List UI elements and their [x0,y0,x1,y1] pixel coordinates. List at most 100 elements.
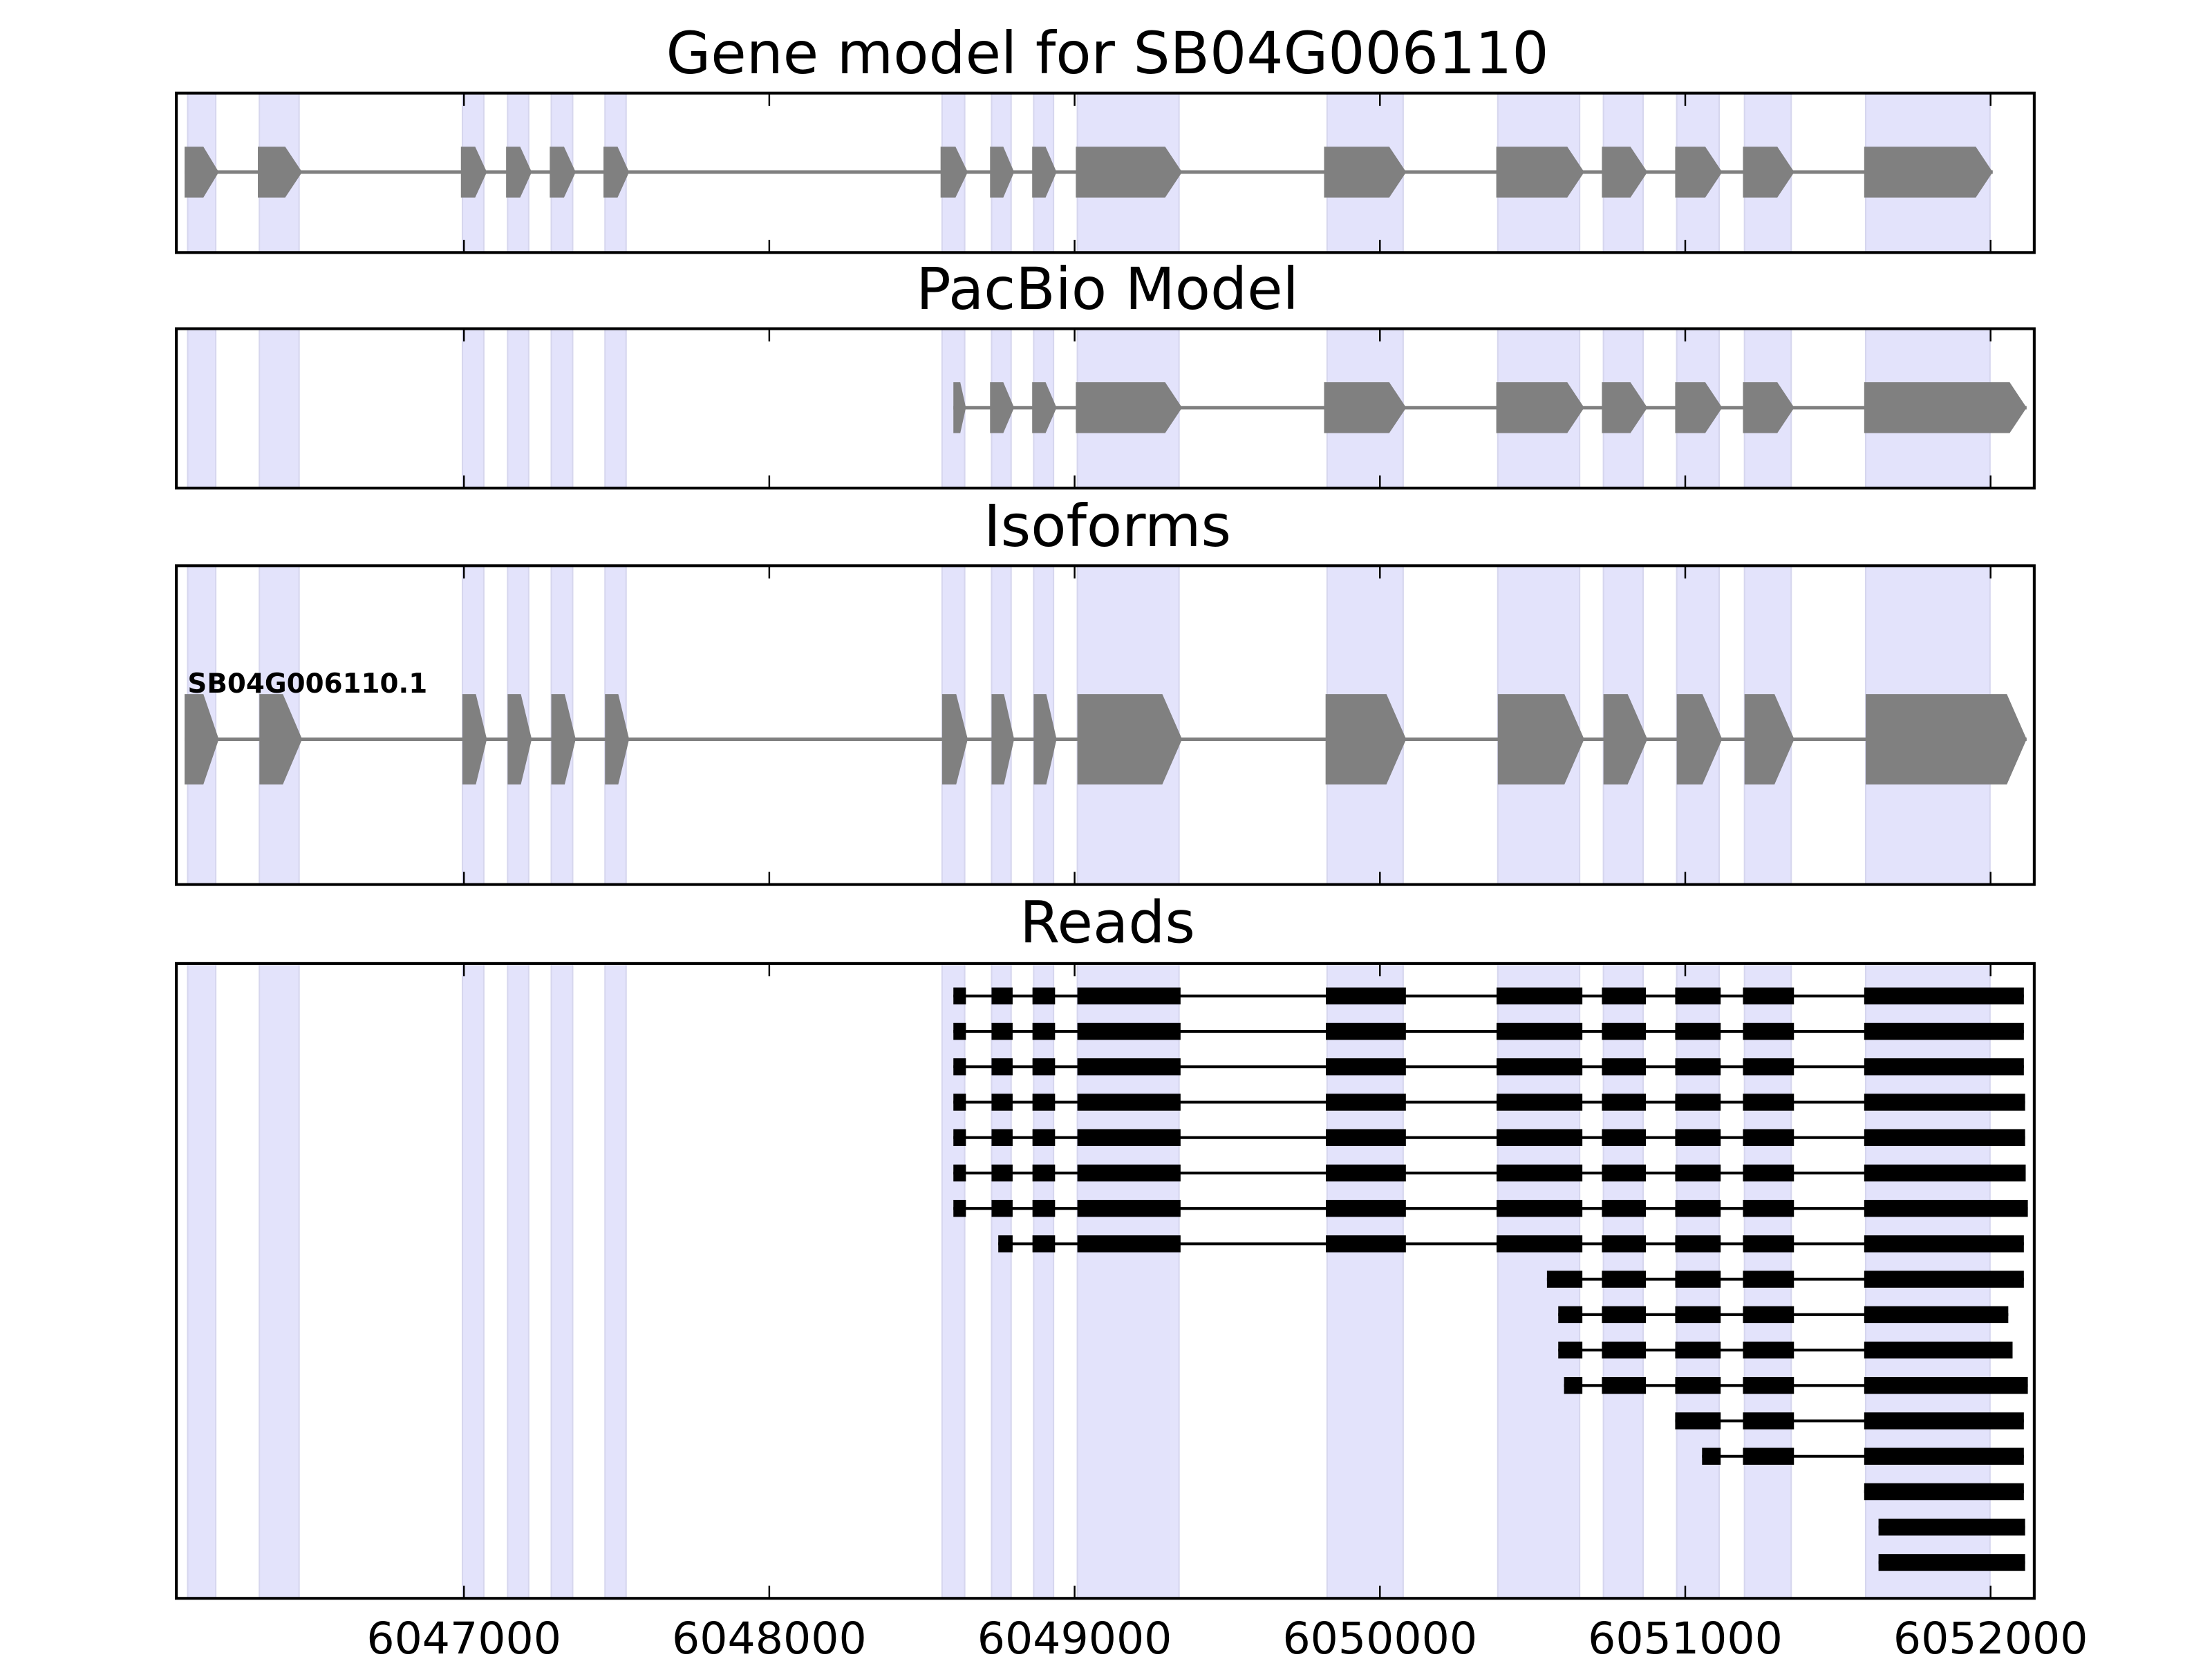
read-block [1743,1094,1794,1111]
exon [1496,147,1584,198]
read [953,1094,2025,1111]
read-block [1702,1447,1721,1465]
read-block [1032,1164,1056,1182]
read [1546,1271,2024,1288]
read-block [991,1199,1013,1217]
exon [603,147,630,198]
exon [506,147,532,198]
read [1702,1447,2024,1465]
read-block [1675,987,1721,1005]
read [953,1022,2024,1040]
read-block [1602,1164,1647,1182]
read [953,987,2024,1005]
read-block [1558,1341,1583,1359]
read [1558,1341,2013,1359]
exon [1743,382,1794,433]
read-block [1743,1164,1794,1182]
read-block [1326,1094,1406,1111]
panel-title-isoforms: Isoforms [984,492,1231,560]
read-block [1077,1235,1181,1253]
read-block [1864,1022,2024,1040]
read-block [1864,1412,2024,1430]
exon [1497,694,1584,785]
read-block [1743,987,1794,1005]
read-block [1602,1377,1647,1394]
exon [258,147,303,198]
exon [551,694,576,785]
shaded-exon-region [604,962,627,1600]
read-block [1602,987,1647,1005]
read-block [1564,1377,1583,1394]
exon [941,694,968,785]
exon [605,694,630,785]
exon [259,694,303,785]
read-block [953,1022,966,1040]
exon [940,147,968,198]
exon [1675,382,1723,433]
read-block [1675,1377,1721,1394]
read-block [1497,1094,1583,1111]
read-block [1743,1129,1794,1146]
read-block [1077,1058,1181,1076]
exon [1324,382,1407,433]
read-block [1497,1199,1583,1217]
read [1878,1518,2025,1536]
axes-frame [175,564,2036,886]
read-block [1326,1129,1406,1146]
read-block [1675,1235,1721,1253]
panel-1 [175,327,2036,490]
exon [1033,694,1057,785]
read-block [1675,1412,1721,1430]
read-block [1497,1022,1583,1040]
read-block [1864,987,2024,1005]
read-block [1326,1022,1406,1040]
exon [1077,694,1183,785]
exon [507,694,532,785]
exon [1602,147,1648,198]
exon [460,147,487,198]
read-block [1743,1271,1794,1288]
read-block [1032,1235,1056,1253]
read-block [1864,1199,2028,1217]
read [1675,1412,2024,1430]
read-block [1326,1235,1406,1253]
read-block [1675,1341,1721,1359]
read-block [1864,1235,2024,1253]
read-block [1032,1022,1056,1040]
shaded-exon-region [507,328,529,489]
axes-frame [175,327,2036,490]
read-block [1864,1058,2024,1076]
exon [1076,147,1183,198]
read-block [1077,1129,1181,1146]
read-block [991,1022,1013,1040]
read-block [1864,1164,2026,1182]
axes-frame [175,91,2036,254]
read-block [1497,1058,1583,1076]
read-block [991,1129,1013,1146]
shaded-exon-region [187,962,217,1600]
shaded-exon-region [461,328,485,489]
exon [1675,147,1723,198]
read-block [1675,1129,1721,1146]
tick-label: 6047000 [366,1613,561,1659]
read-block [1077,1164,1181,1182]
read-block [1864,1483,2024,1501]
panel-3 [175,962,2036,1600]
exon [1032,147,1057,198]
read-block [998,1235,1013,1253]
read-block [1546,1271,1583,1288]
panel-title-gene-model: Gene model for SB04G006110 [666,19,1548,87]
exon [953,382,966,433]
read-block [1675,1058,1721,1076]
read-block [1743,1412,1794,1430]
read [953,1129,2025,1146]
read-block [1077,987,1181,1005]
read-block [1878,1518,2025,1536]
panel-title-reads: Reads [1020,888,1195,956]
exon [1076,382,1183,433]
shaded-exon-region [461,962,485,1600]
read-block [1602,1271,1647,1288]
panel-2 [175,564,2036,886]
shaded-exon-region [604,328,627,489]
